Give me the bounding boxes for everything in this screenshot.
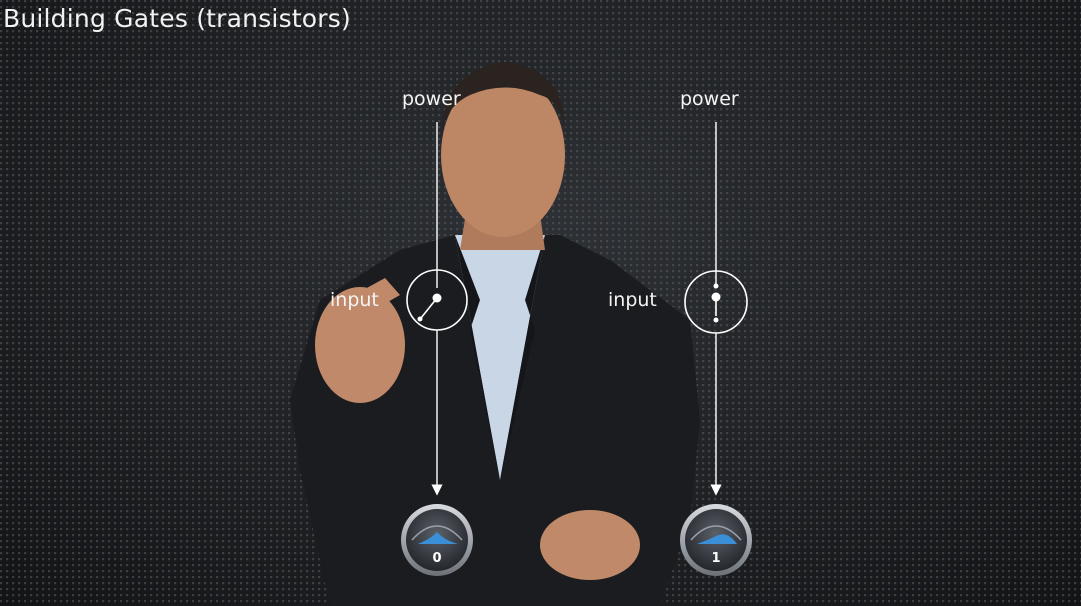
left-output-meter (401, 504, 473, 576)
left-output-value: 0 (432, 551, 442, 566)
presenter-raised-hand (315, 287, 405, 403)
left-input-label: input (330, 289, 379, 311)
right-output-meter (680, 504, 752, 576)
circuit-right (680, 122, 752, 576)
right-output-value: 1 (711, 551, 721, 566)
left-meter-needle-area (418, 532, 458, 544)
presenter-head (441, 73, 565, 237)
circuit-left (401, 122, 473, 576)
left-switch-lever-open (420, 297, 438, 319)
slide-title: Building Gates (transistors) (3, 4, 351, 33)
right-input-label: input (608, 289, 657, 311)
right-power-label: power (680, 88, 739, 110)
presenter-lower-hand (540, 510, 640, 580)
presenter-hair (442, 62, 565, 130)
right-meter-needle-area (697, 534, 737, 544)
left-power-label: power (402, 88, 461, 110)
